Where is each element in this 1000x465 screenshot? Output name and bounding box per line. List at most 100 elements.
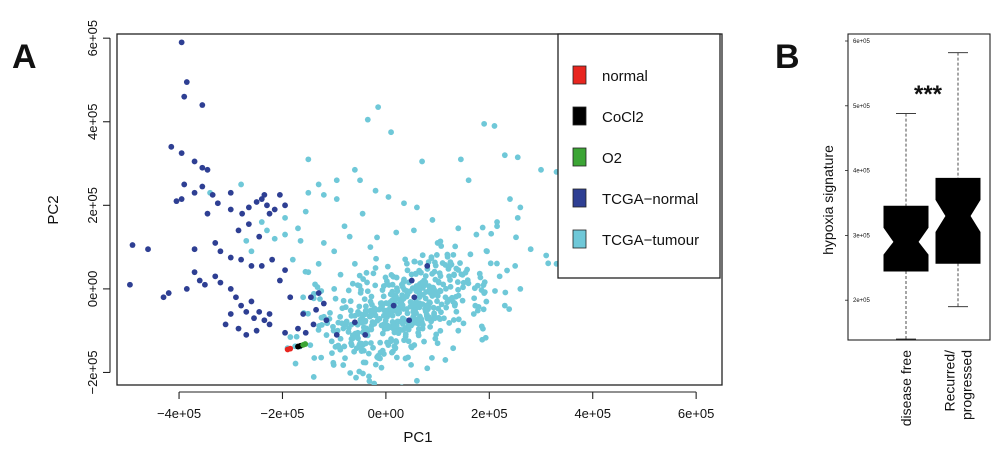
tcga-tumour-point <box>315 260 322 267</box>
tcga-tumour-point <box>375 352 382 359</box>
tcga-tumour-point <box>382 317 389 324</box>
tcga-tumour-point <box>341 223 348 230</box>
tcga-tumour-point <box>450 317 457 323</box>
tcga-tumour-point <box>440 281 447 288</box>
tcga-normal-point <box>282 329 288 336</box>
tcga-normal-point <box>227 206 234 213</box>
tcga-tumour-point <box>450 298 456 305</box>
legend-swatch <box>572 106 587 126</box>
tcga-tumour-point <box>464 277 471 284</box>
tcga-tumour-point <box>389 281 396 288</box>
tcga-tumour-point <box>337 313 344 320</box>
tcga-tumour-point <box>398 281 405 288</box>
tcga-normal-point <box>202 281 208 288</box>
tcga-tumour-point <box>342 355 348 362</box>
tcga-tumour-point <box>419 321 426 328</box>
tcga-tumour-point <box>380 293 387 300</box>
tcga-normal-point <box>323 317 330 324</box>
tcga-normal-point <box>212 273 219 280</box>
tcga-tumour-point <box>363 325 370 332</box>
significance-marker: *** <box>914 81 943 108</box>
tcga-tumour-point <box>428 254 435 261</box>
tcga-tumour-point <box>396 328 402 335</box>
tcga-tumour-point <box>402 256 409 263</box>
tcga-tumour-point <box>337 335 344 342</box>
legend-swatch <box>572 147 587 167</box>
y-tick-label-b: 4e+05 <box>853 169 871 175</box>
tcga-tumour-point <box>384 281 390 287</box>
tcga-normal-point <box>276 191 283 198</box>
tcga-tumour-point <box>444 251 451 258</box>
tcga-normal-point <box>411 294 418 301</box>
tcga-tumour-point <box>481 290 488 296</box>
legend-swatch <box>572 65 587 85</box>
tcga-tumour-point <box>483 298 490 305</box>
tcga-tumour-point <box>517 285 524 292</box>
tcga-normal-point <box>191 269 198 276</box>
tcga-normal-point <box>390 302 397 309</box>
tcga-tumour-point <box>478 323 485 330</box>
tcga-normal-point <box>266 210 273 217</box>
tcga-tumour-point <box>394 285 400 292</box>
x-tick-label: −2e+05 <box>260 406 304 421</box>
tcga-tumour-point <box>433 252 440 258</box>
tcga-tumour-point <box>345 329 352 335</box>
box-2 <box>935 52 981 308</box>
tcga-tumour-point <box>292 360 299 367</box>
tcga-tumour-point <box>431 291 438 298</box>
tcga-tumour-point <box>385 194 392 200</box>
tcga-normal-point <box>320 300 327 307</box>
y-axis-title: PC2 <box>45 195 62 224</box>
tcga-tumour-point <box>467 251 474 258</box>
tcga-tumour-point <box>379 322 386 329</box>
tcga-tumour-point <box>418 269 424 276</box>
y-tick-label: −2e+05 <box>85 350 100 394</box>
tcga-tumour-point <box>388 272 395 278</box>
y-axis: −2e+05 0e+00 2e+05 4e+05 6e+05 <box>85 20 111 395</box>
tcga-tumour-point <box>481 120 488 127</box>
tcga-tumour-point <box>356 272 363 279</box>
tcga-tumour-point <box>408 344 415 351</box>
tcga-tumour-point <box>297 237 304 244</box>
tcga-tumour-point <box>415 332 422 339</box>
tcga-tumour-point <box>362 311 369 318</box>
tcga-tumour-point <box>453 265 460 272</box>
tcga-normal-point <box>235 227 242 234</box>
tcga-normal-point <box>191 158 198 165</box>
tcga-tumour-point <box>351 260 358 267</box>
tcga-tumour-point <box>402 355 409 362</box>
tcga-tumour-point <box>340 297 347 304</box>
tcga-normal-point <box>248 298 255 305</box>
tcga-normal-point <box>253 199 260 205</box>
tcga-tumour-point <box>349 280 356 287</box>
tcga-tumour-point <box>357 177 363 184</box>
tcga-tumour-point <box>368 340 374 346</box>
tcga-tumour-point <box>374 234 380 241</box>
tcga-tumour-point <box>420 279 427 286</box>
panel-b-label: B <box>775 38 800 76</box>
tcga-tumour-point <box>501 302 508 309</box>
tcga-tumour-point <box>401 337 407 344</box>
tcga-tumour-point <box>401 276 407 283</box>
tcga-normal-point <box>271 206 278 213</box>
tcga-tumour-point <box>243 237 250 244</box>
tcga-tumour-point <box>377 339 384 346</box>
tcga-normal-point <box>233 294 239 301</box>
y-tick-label: 0e+00 <box>85 271 100 308</box>
tcga-tumour-point <box>389 297 395 304</box>
legend-swatch <box>572 229 587 249</box>
tcga-tumour-point <box>429 217 436 223</box>
box-1 <box>883 113 929 340</box>
tcga-tumour-point <box>492 288 498 294</box>
tcga-normal-point <box>266 321 273 328</box>
tcga-tumour-point <box>347 370 354 376</box>
tcga-tumour-point <box>419 252 426 259</box>
tcga-tumour-point <box>333 177 340 184</box>
tcga-normal-point <box>227 285 234 292</box>
tcga-tumour-point <box>437 327 444 334</box>
tcga-tumour-point <box>312 281 318 288</box>
tcga-tumour-point <box>480 306 487 313</box>
tcga-normal-point <box>253 327 260 334</box>
tcga-tumour-point <box>442 294 449 301</box>
tcga-tumour-point <box>543 252 550 259</box>
